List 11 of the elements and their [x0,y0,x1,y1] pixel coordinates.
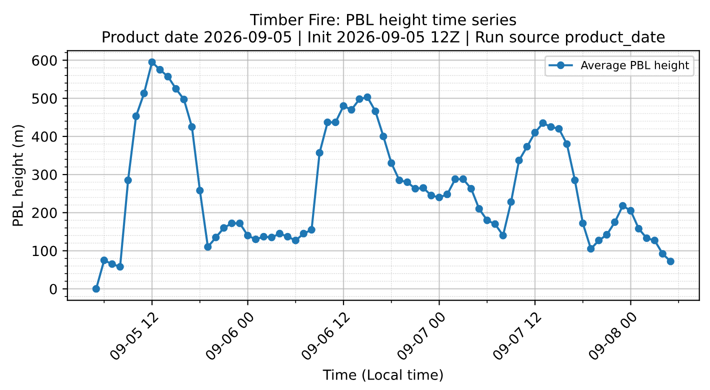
y-tick-label: 500 [32,93,57,104]
y-tick-label: 600 [32,55,57,66]
x-axis-title: Time (Local time) [322,369,443,382]
y-tick-label: 300 [32,170,57,180]
y-tick-label: 0 [50,284,57,294]
y-tick-label: 100 [32,246,57,256]
y-axis-title: PBL height (m) [12,125,26,226]
legend-label: Average PBL height [580,60,690,72]
chart-title: Timber Fire: PBL height time series Product date 2026-09-05 | Init 2026-09-05 12Z | Run source product_date [102,14,665,46]
y-tick-label: 400 [32,131,57,142]
y-tick-label: 200 [32,208,57,218]
